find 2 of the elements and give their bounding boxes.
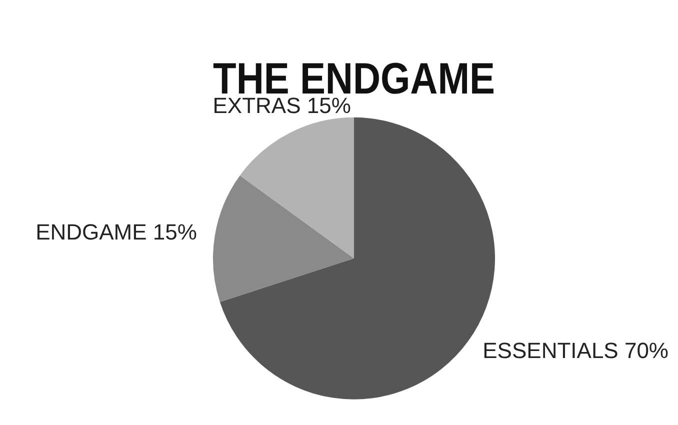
slice-label: ESSENTIALS 70% bbox=[482, 338, 669, 363]
slice-label: ENDGAME 15% bbox=[36, 220, 197, 245]
